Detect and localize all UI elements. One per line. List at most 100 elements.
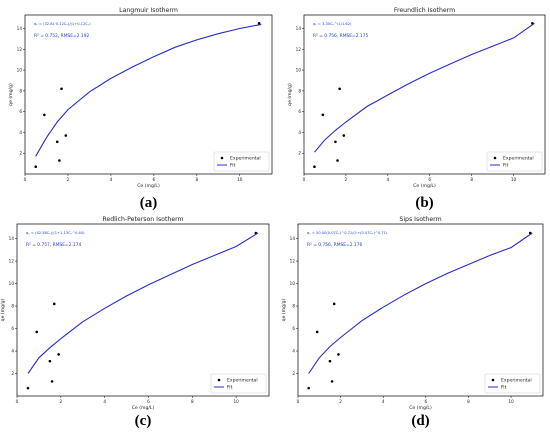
experimental-point	[321, 113, 325, 117]
x-tick-label: 0	[16, 399, 19, 404]
y-tick-label: 10	[296, 68, 302, 73]
legend-label-experimental: Experimental	[503, 156, 534, 162]
x-tick-label: 0	[303, 177, 306, 182]
x-tick-label: 2	[67, 177, 70, 182]
experimental-point	[328, 359, 332, 363]
experimental-point	[315, 330, 319, 334]
x-tick-label: 8	[470, 177, 473, 182]
fit-line	[27, 232, 259, 374]
experimental-point	[334, 140, 337, 144]
fit-line	[35, 23, 262, 157]
experimental-point	[330, 380, 334, 383]
equation-annotation: qₑ = 3.30Cₑ^(1/1.62)	[313, 22, 352, 26]
legend-label-experimental: Experimental	[230, 156, 261, 162]
y-tick-label: 14	[9, 236, 15, 241]
experimental-point	[338, 87, 341, 91]
x-tick-label: 6	[147, 399, 150, 404]
fit-line	[314, 22, 535, 153]
x-tick-label: 0	[297, 399, 300, 404]
x-tick-label: 2	[59, 399, 62, 404]
experimental-point	[50, 380, 54, 383]
y-axis-label: qe (mg/g)	[287, 83, 293, 106]
x-tick-label: 10	[511, 177, 517, 182]
y-tick-label: 8	[298, 88, 301, 93]
x-tick-label: 6	[428, 177, 431, 182]
fit-stats-annotation: R² = 0.756, RMSE=2.175	[313, 33, 368, 39]
x-tick-label: 4	[382, 399, 385, 404]
y-tick-label: 6	[292, 326, 295, 331]
y-tick-label: 6	[19, 109, 22, 114]
plot-frame	[297, 223, 544, 397]
chart-panel-4: Sips Isotherm 0 2 4 6 8 10 2 4 6 8 10 12 14 Ce (mg/L) q…	[281, 216, 544, 429]
plot-frame	[16, 223, 270, 397]
x-tick-label: 4	[110, 177, 113, 182]
x-axis-label: Ce (mg/L)	[413, 183, 436, 189]
y-tick-label: 14	[296, 26, 302, 31]
x-tick-label: 2	[339, 399, 342, 404]
fit-stats-annotation: R² = 0.757, RMSE=2.174	[26, 242, 81, 248]
x-tick-label: 8	[195, 177, 198, 182]
experimental-point	[58, 159, 61, 162]
y-tick-label: 10	[9, 281, 15, 286]
experimental-point	[26, 386, 30, 390]
y-tick-label: 12	[296, 47, 302, 52]
x-tick-label: 0	[24, 177, 27, 182]
chart-panel-1: Langmuir Isotherm 0 2 4 6 8 10 2 4 6 8 10 12 14 Ce (mg…	[8, 7, 273, 211]
legend-label-fit: Fit	[230, 163, 236, 169]
y-axis-label: qe (mg/g)	[281, 298, 287, 321]
y-tick-label: 12	[9, 259, 15, 264]
experimental-point	[64, 134, 68, 137]
legend-box	[210, 373, 267, 394]
y-tick-label: 4	[298, 130, 301, 135]
y-tick-label: 14	[290, 236, 296, 241]
panel-label: (a)	[140, 195, 158, 211]
legend-box	[486, 151, 543, 172]
legend-label-fit: Fit	[503, 163, 509, 169]
experimental-point	[257, 22, 261, 25]
chart-title: Redlich-Peterson Isotherm	[102, 216, 183, 223]
panel-label: (d)	[411, 413, 429, 429]
fit-stats-annotation: R² = 0.756, RMSE=2.176	[307, 242, 362, 248]
experimental-point	[48, 359, 52, 363]
y-tick-label: 2	[19, 151, 22, 156]
y-axis-label: qe (mg/g)	[0, 298, 6, 321]
panel-label: (b)	[415, 195, 433, 211]
chart-panel-3: Redlich-Peterson Isotherm 0 2 4 6 8 10 2 4 6 8 10 12…	[0, 216, 270, 429]
chart-panel-2: Freundlich Isotherm 0 2 4 6 8 10 2 4 6 8 10 12 14 Ce (…	[287, 7, 546, 211]
x-tick-label: 8	[467, 399, 470, 404]
experimental-point	[34, 165, 38, 169]
y-tick-label: 8	[11, 304, 14, 309]
experimental-point	[342, 134, 346, 137]
x-tick-label: 4	[103, 399, 106, 404]
y-tick-label: 4	[19, 130, 22, 135]
x-axis-label: Ce (mg/L)	[132, 405, 155, 411]
x-tick-label: 2	[345, 177, 348, 182]
y-tick-label: 2	[11, 371, 14, 376]
y-tick-label: 12	[290, 259, 296, 264]
y-tick-label: 6	[11, 326, 14, 331]
x-tick-label: 6	[424, 399, 427, 404]
experimental-point	[52, 302, 56, 306]
legend-label-experimental: Experimental	[501, 378, 532, 384]
equation-annotation: qₑ = 50.00(0.07Cₑ)^0.71/(1+(0.07Cₑ)^0.71…	[307, 231, 388, 235]
fit-stats-annotation: R² = 0.752, RMSE=2.192	[34, 33, 89, 39]
fit-line	[308, 232, 533, 374]
experimental-point	[337, 353, 340, 356]
y-tick-label: 14	[17, 26, 23, 31]
chart-title: Freundlich Isotherm	[394, 7, 455, 14]
y-tick-label: 8	[19, 88, 22, 93]
legend-label-fit: Fit	[501, 385, 507, 391]
legend-label-experimental: Experimental	[227, 378, 258, 384]
x-tick-label: 6	[153, 177, 156, 182]
experimental-point	[35, 330, 39, 334]
experimental-point	[332, 302, 336, 306]
legend-label-fit: Fit	[227, 385, 233, 391]
legend-marker-experimental	[493, 156, 497, 160]
x-tick-label: 8	[191, 399, 194, 404]
y-tick-label: 10	[17, 68, 23, 73]
